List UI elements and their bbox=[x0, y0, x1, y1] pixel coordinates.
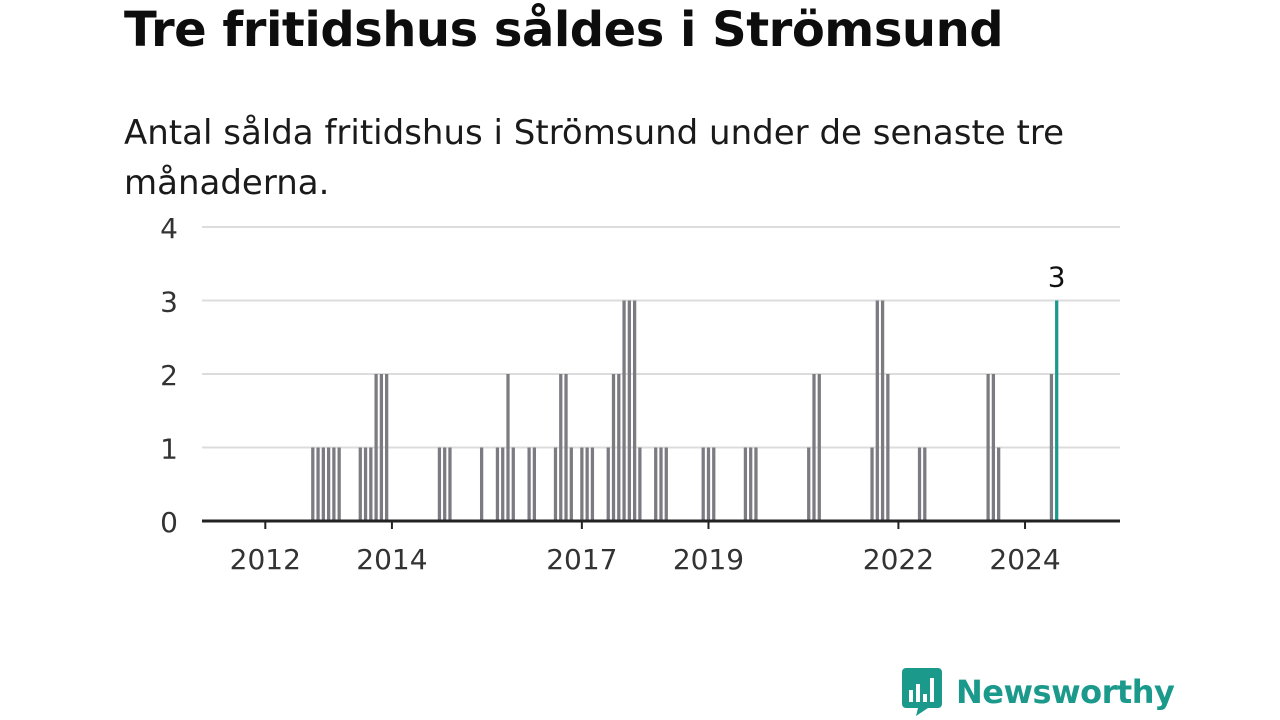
bar bbox=[997, 447, 1001, 521]
bar bbox=[527, 447, 531, 521]
bar bbox=[448, 447, 452, 521]
bar bbox=[311, 447, 315, 521]
bar bbox=[654, 447, 658, 521]
bar bbox=[569, 447, 573, 521]
bar bbox=[332, 447, 336, 521]
bar bbox=[611, 374, 616, 521]
newsworthy-brand[interactable]: Newsworthy bbox=[902, 668, 1175, 716]
x-tick-label: 2012 bbox=[230, 543, 301, 576]
highlight-value-label: 3 bbox=[1048, 261, 1066, 294]
bar bbox=[749, 447, 753, 521]
bar bbox=[622, 300, 626, 521]
bar bbox=[991, 374, 996, 521]
chart-title: Tre fritidshus såldes i Strömsund bbox=[124, 2, 1004, 58]
bar bbox=[585, 447, 589, 521]
bar-highlight bbox=[1055, 300, 1059, 521]
bar bbox=[807, 447, 811, 521]
bar bbox=[511, 447, 515, 521]
bar bbox=[437, 447, 442, 521]
y-tick-label: 1 bbox=[160, 433, 178, 466]
x-tick-label: 2019 bbox=[673, 543, 744, 576]
bar bbox=[501, 447, 505, 521]
bar bbox=[659, 447, 663, 521]
bar bbox=[1049, 374, 1054, 521]
bar bbox=[385, 374, 389, 521]
bar bbox=[316, 447, 320, 521]
y-tick-label: 4 bbox=[160, 212, 178, 245]
bar bbox=[712, 447, 716, 521]
brand-name: Newsworthy bbox=[956, 673, 1175, 711]
bar bbox=[812, 374, 816, 521]
x-tick-label: 2017 bbox=[546, 543, 617, 576]
y-tick-label: 2 bbox=[160, 359, 178, 392]
bar bbox=[870, 447, 874, 521]
bar bbox=[880, 300, 885, 521]
bar bbox=[559, 374, 563, 521]
x-tick-label: 2022 bbox=[863, 543, 934, 576]
bar bbox=[337, 447, 341, 521]
bar bbox=[379, 374, 384, 521]
bar bbox=[443, 447, 447, 521]
chart-subtitle: Antal sålda fritidshus i Strömsund under… bbox=[124, 113, 1065, 203]
bar bbox=[363, 447, 368, 521]
bar bbox=[627, 300, 631, 521]
bar bbox=[754, 447, 758, 521]
newsworthy-logo-icon bbox=[902, 668, 942, 716]
bar bbox=[532, 447, 537, 521]
y-tick-label: 3 bbox=[160, 286, 178, 319]
bar bbox=[326, 447, 331, 521]
gridlines bbox=[202, 226, 1120, 449]
bar-chart: 0 1 2 3 4 3 2012 2014 2017 2019 2022 2024 bbox=[160, 212, 1120, 576]
labels: 0 1 2 3 4 3 2012 2014 2017 2019 2022 2024 bbox=[160, 212, 1065, 576]
bar bbox=[564, 374, 568, 521]
bar bbox=[358, 447, 362, 521]
bar bbox=[875, 300, 879, 521]
y-tick-label: 0 bbox=[160, 506, 178, 539]
bar bbox=[590, 447, 595, 521]
bar bbox=[632, 300, 637, 521]
bar bbox=[664, 447, 668, 521]
bar bbox=[617, 374, 621, 521]
bar bbox=[495, 447, 500, 521]
bar bbox=[917, 447, 922, 521]
bar bbox=[479, 447, 484, 521]
bar bbox=[553, 447, 558, 521]
bar bbox=[374, 374, 378, 521]
bars bbox=[311, 300, 1059, 521]
bar bbox=[506, 374, 510, 521]
bar bbox=[321, 447, 325, 521]
bar bbox=[817, 374, 821, 521]
x-tick-label: 2014 bbox=[356, 543, 427, 576]
x-tick-label: 2024 bbox=[989, 543, 1060, 576]
bar bbox=[606, 447, 610, 521]
bar bbox=[580, 447, 584, 521]
bar bbox=[701, 447, 705, 521]
bar bbox=[986, 374, 990, 521]
bar bbox=[743, 447, 748, 521]
bar bbox=[706, 447, 711, 521]
bar bbox=[369, 447, 373, 521]
bar bbox=[886, 374, 890, 521]
bar bbox=[923, 447, 927, 521]
bar bbox=[638, 447, 642, 521]
axes bbox=[202, 519, 1120, 529]
